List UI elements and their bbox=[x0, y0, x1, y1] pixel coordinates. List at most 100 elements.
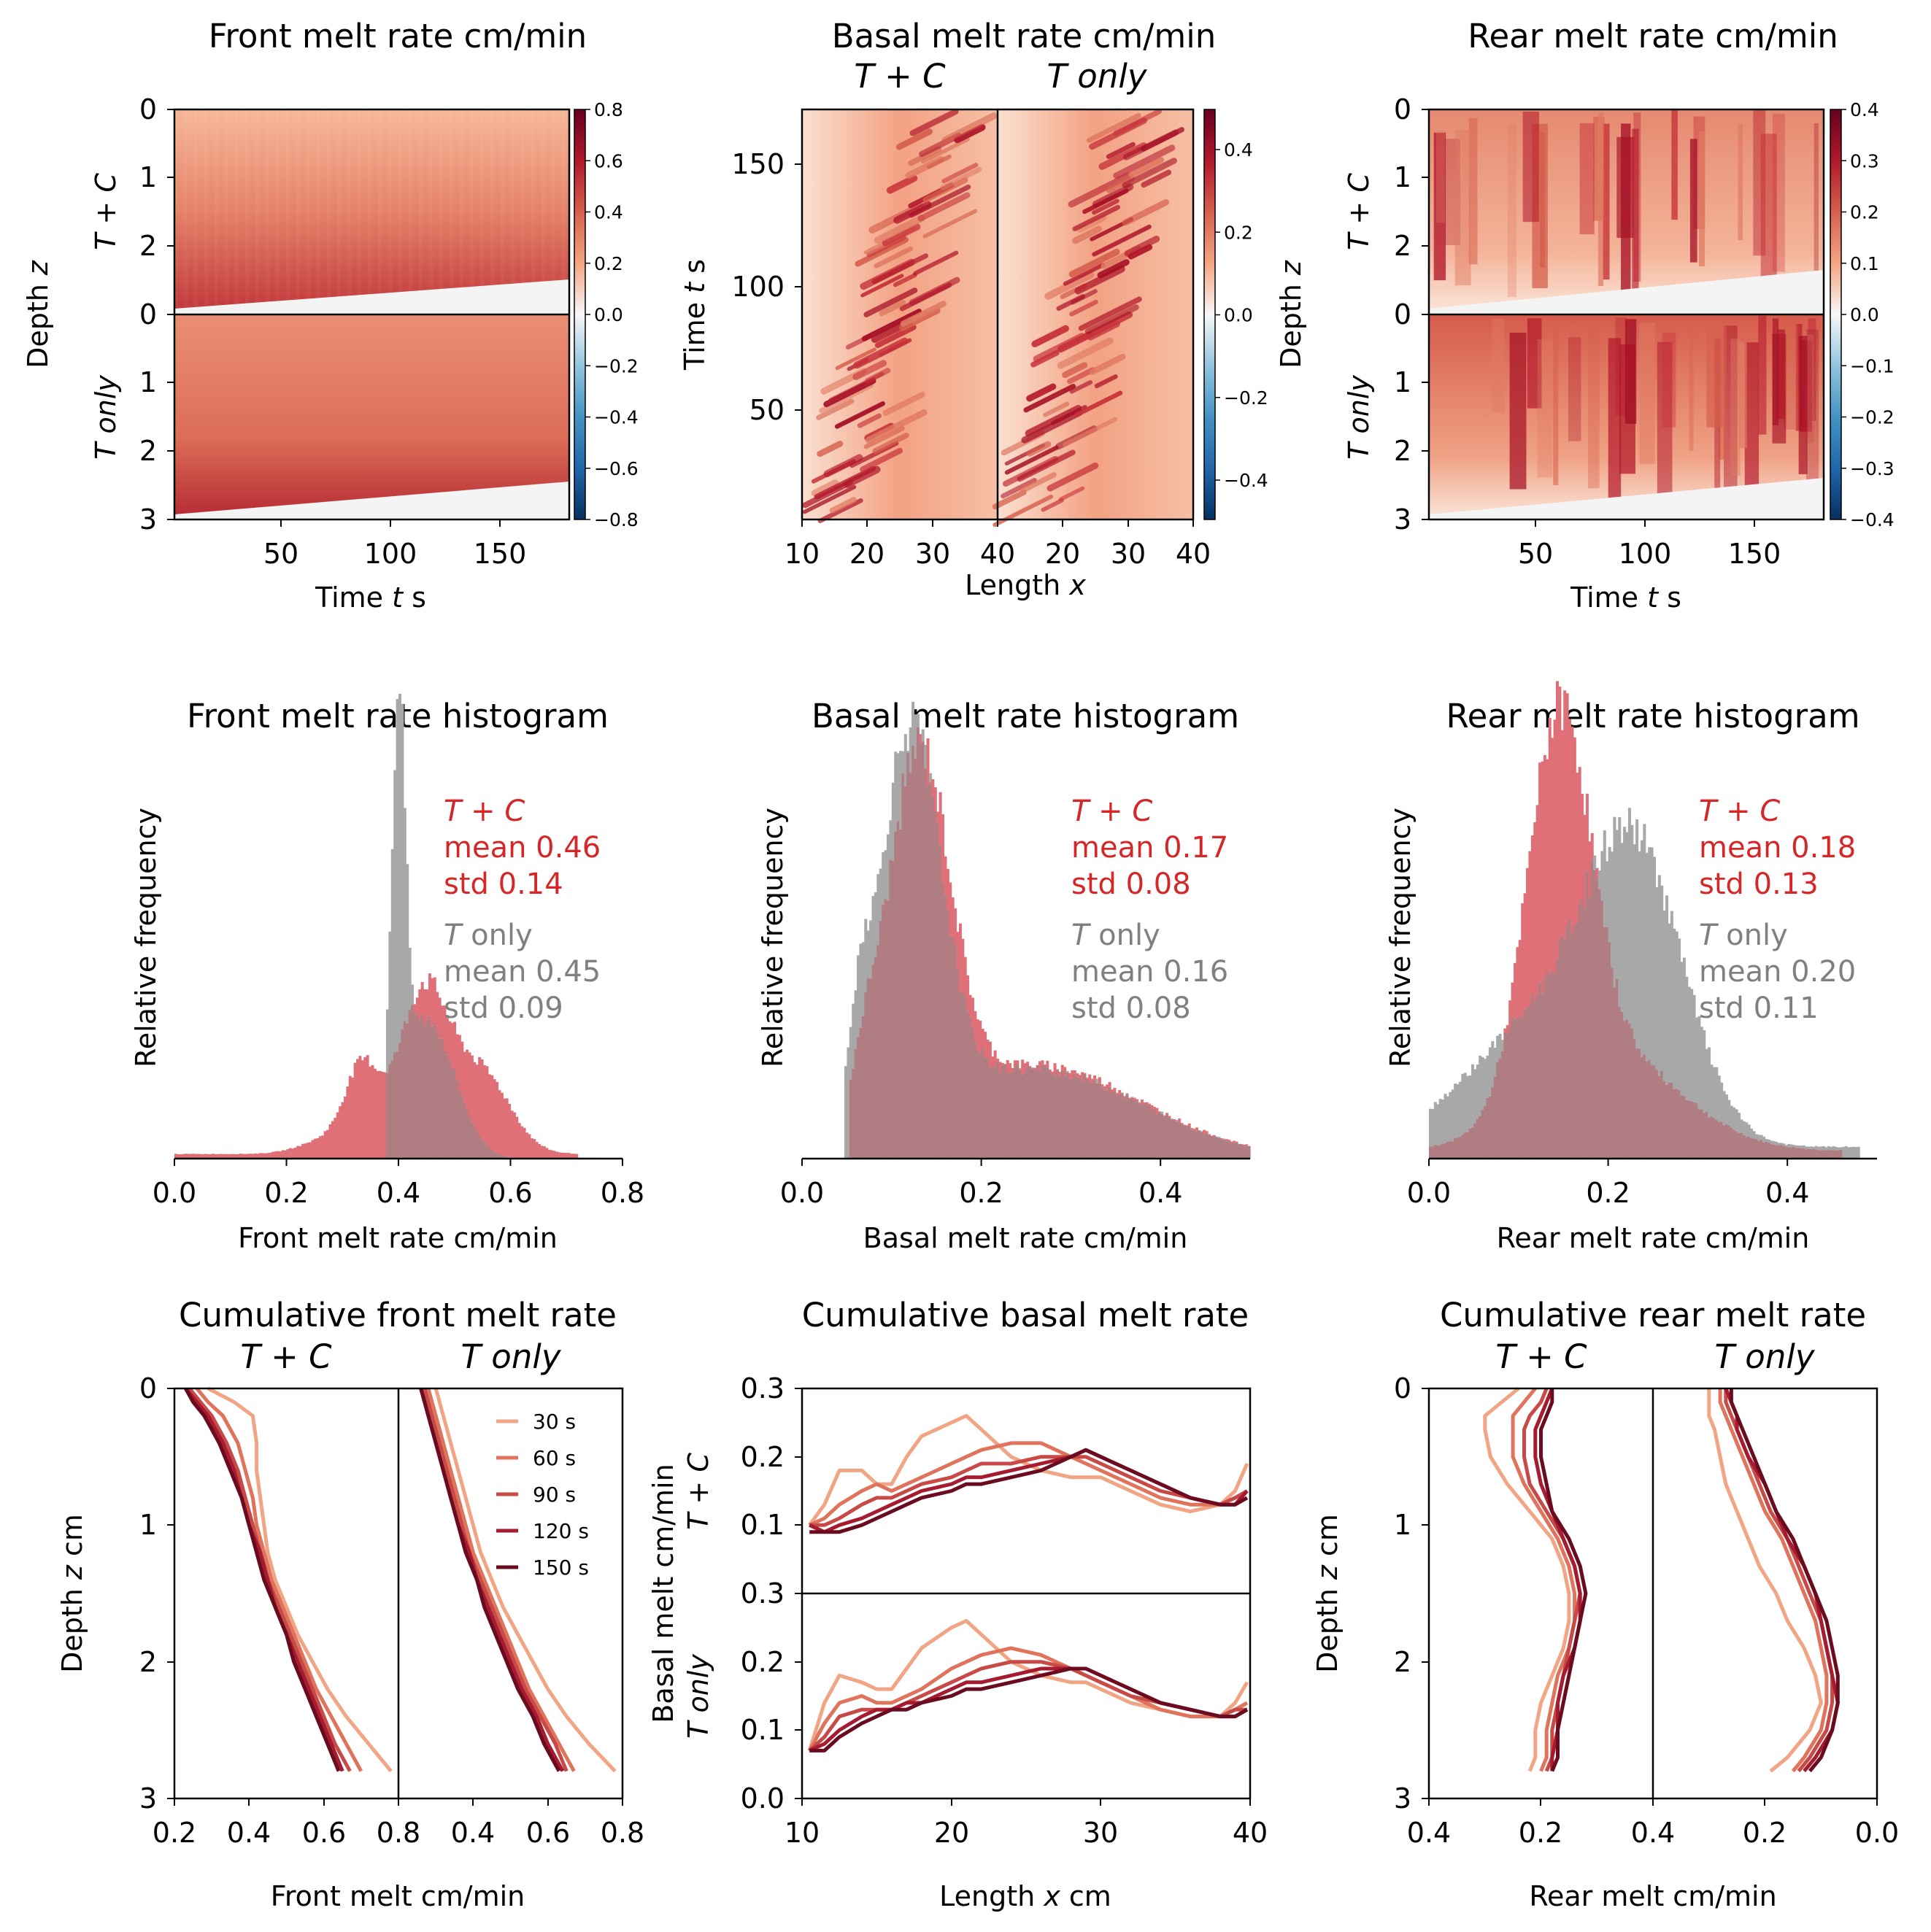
hist-bar bbox=[1835, 1146, 1838, 1151]
hist-bar-overlap bbox=[473, 1124, 477, 1159]
hist-bar-overlap bbox=[958, 993, 962, 1159]
hist-bar-overlap bbox=[1110, 1093, 1114, 1159]
hist-bar-overlap bbox=[1814, 1149, 1818, 1159]
hist-bar bbox=[204, 1154, 207, 1159]
hist-bar bbox=[1685, 976, 1689, 1100]
hist-bar bbox=[530, 1138, 533, 1159]
hist-bar bbox=[1038, 1061, 1042, 1071]
hist-bar bbox=[1208, 1134, 1211, 1135]
hist-bar-overlap bbox=[946, 910, 949, 1159]
basal-cum-line-t bbox=[807, 1619, 1249, 1752]
hist-bar bbox=[256, 1154, 260, 1159]
hist-bar-overlap bbox=[1745, 1137, 1749, 1159]
rear-streak bbox=[1758, 315, 1767, 435]
hist-bar bbox=[500, 1092, 504, 1156]
hist-bar bbox=[296, 1145, 300, 1159]
basal-streak bbox=[835, 347, 876, 371]
basal-streak bbox=[917, 192, 971, 222]
hist-bar-overlap bbox=[1817, 1150, 1821, 1159]
basal-xtick: 20 bbox=[1045, 538, 1080, 570]
rear-streak bbox=[1783, 319, 1798, 430]
hist-bar-overlap bbox=[423, 1024, 427, 1159]
hist-bar-overlap bbox=[1767, 1142, 1770, 1159]
hist-bar-overlap bbox=[961, 991, 965, 1159]
hist-bar bbox=[946, 868, 949, 911]
front-cum-xtick: 0.4 bbox=[451, 1817, 495, 1849]
hist-bar-overlap bbox=[1488, 1096, 1492, 1159]
hist-bar bbox=[271, 1151, 275, 1159]
hist-bar bbox=[866, 930, 870, 978]
hist-bar-overlap bbox=[1493, 1076, 1497, 1159]
hist-bar-overlap bbox=[1473, 1123, 1477, 1159]
hist-bar-overlap bbox=[931, 795, 935, 1159]
legend-label: 60 s bbox=[533, 1446, 576, 1470]
hist-bar-overlap bbox=[1720, 1121, 1724, 1159]
front-hist-bars bbox=[174, 693, 623, 1159]
hist-bar bbox=[336, 1112, 339, 1159]
rear-streak bbox=[1760, 134, 1777, 294]
basal-streak bbox=[1068, 248, 1120, 278]
hist-bar-overlap bbox=[1023, 1071, 1027, 1159]
front-cum-line-tc bbox=[184, 1387, 341, 1772]
hist-bar bbox=[1727, 1100, 1731, 1126]
hist-bar-overlap bbox=[1708, 1117, 1711, 1159]
front-cum-title: Cumulative front melt rate bbox=[179, 1296, 617, 1334]
hist-bar-overlap bbox=[1217, 1137, 1221, 1159]
hist-bar bbox=[924, 744, 928, 769]
hist-bar-overlap bbox=[458, 1090, 461, 1159]
basal-hist-bars bbox=[844, 701, 1251, 1159]
rear-hist-t-std: std 0.11 bbox=[1699, 992, 1819, 1025]
hist-bar-overlap bbox=[1558, 940, 1562, 1159]
colorbar-tick-label: −0.2 bbox=[1850, 407, 1895, 428]
hist-bar bbox=[1227, 1140, 1231, 1142]
hist-bar bbox=[538, 1144, 541, 1159]
hist-bar bbox=[1496, 1035, 1500, 1062]
hist-bar bbox=[991, 1056, 995, 1067]
rear-streak bbox=[1587, 325, 1600, 489]
front-heatmap: Front melt rate cm/min 0 1 2 0 1 2 3 bbox=[22, 17, 639, 614]
hist-bar-overlap bbox=[1235, 1142, 1238, 1159]
hist-bar bbox=[555, 1151, 558, 1159]
rear-streak bbox=[1468, 117, 1478, 265]
basal-cum-line-tc bbox=[809, 1441, 1249, 1527]
basal-streak bbox=[874, 324, 917, 349]
hist-bar-overlap bbox=[1436, 1145, 1440, 1159]
hist-bar bbox=[1028, 1066, 1032, 1067]
hist-bar bbox=[1700, 1027, 1703, 1110]
rear-cum-line-t bbox=[1707, 1388, 1823, 1773]
front-panel-label-t: T only bbox=[90, 375, 122, 460]
basal-ytick: 100 bbox=[731, 271, 785, 303]
hist-bar bbox=[1673, 928, 1676, 1089]
hist-bar-overlap bbox=[1088, 1081, 1092, 1159]
hist-bar-overlap bbox=[1182, 1126, 1186, 1159]
hist-bar bbox=[1182, 1124, 1186, 1127]
hist-bar bbox=[1548, 718, 1552, 975]
hist-bar-overlap bbox=[903, 786, 907, 1159]
hist-bar-overlap bbox=[1071, 1078, 1074, 1159]
rear-streak bbox=[1814, 123, 1819, 298]
hist-bar-overlap bbox=[1225, 1141, 1228, 1159]
hist-bar bbox=[520, 1126, 524, 1159]
hist-bar-overlap bbox=[1678, 1090, 1681, 1159]
hist-bar bbox=[1033, 1067, 1037, 1070]
hist-bar bbox=[986, 1039, 990, 1059]
hist-bar bbox=[1789, 1144, 1793, 1148]
hist-bar-overlap bbox=[1068, 1078, 1071, 1159]
rear-streak bbox=[1632, 128, 1639, 304]
front-ytick: 0 bbox=[139, 298, 157, 331]
hist-bar-overlap bbox=[468, 1116, 471, 1159]
rear-heatmap-title: Rear melt rate cm/min bbox=[1468, 17, 1838, 55]
hist-bar-overlap bbox=[1011, 1071, 1014, 1159]
basal-streak bbox=[852, 360, 887, 381]
hist-bar bbox=[1643, 824, 1646, 1055]
hist-bar-overlap bbox=[498, 1154, 501, 1159]
hist-bar-overlap bbox=[1058, 1076, 1062, 1159]
hist-bar bbox=[1857, 1146, 1860, 1159]
hist-bar-overlap bbox=[1021, 1074, 1025, 1159]
hist-bar bbox=[1623, 827, 1627, 1021]
hist-bar bbox=[879, 868, 882, 921]
basal-streak bbox=[1141, 169, 1172, 188]
rear-ytick: 2 bbox=[1394, 435, 1411, 467]
basal-streak bbox=[1021, 409, 1083, 444]
basal-cum-yticks: 0.3 0.2 0.1 0.3 0.2 0.1 0.0 bbox=[741, 1372, 802, 1815]
